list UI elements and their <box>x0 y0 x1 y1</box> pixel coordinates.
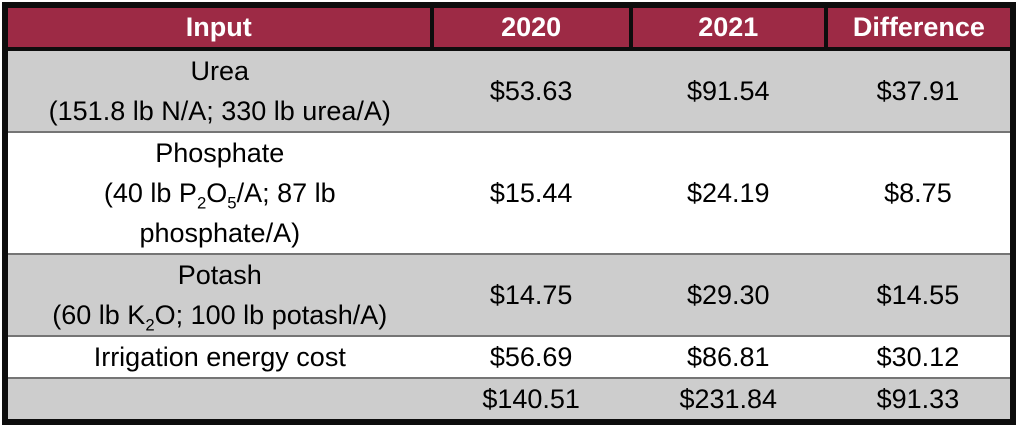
subscript: 2 <box>196 193 207 213</box>
value-cell: $37.91 <box>825 49 1013 132</box>
value-cell: $8.75 <box>825 131 1013 254</box>
input-line: (60 lb K2O; 100 lb potash/A) <box>52 300 388 335</box>
value-cell: $91.54 <box>630 49 826 132</box>
value-cell: $14.75 <box>431 253 631 336</box>
col-header-2021: 2021 <box>628 5 826 51</box>
value-cell: $29.30 <box>630 253 826 336</box>
input-line: (151.8 lb N/A; 330 lb urea/A) <box>48 96 391 126</box>
input-line: (40 lb P2O5/A; 87 lb <box>103 178 336 213</box>
input-cell <box>5 377 432 422</box>
input-cell: Phosphate (40 lb P2O5/A; 87 lb phosphate/A… <box>5 131 432 254</box>
input-line: phosphate/A) <box>139 218 301 248</box>
table-row: Irrigation energy cost $56.69 $86.81 $30.12 <box>5 335 1013 378</box>
value-cell: $86.81 <box>630 335 826 378</box>
input-line: Potash <box>177 260 262 290</box>
value-cell: $53.63 <box>431 49 631 132</box>
value-cell: $24.19 <box>630 131 826 254</box>
table-body: Urea (151.8 lb N/A; 330 lb urea/A) $53.63 $… <box>5 49 1013 422</box>
input-cell: Urea (151.8 lb N/A; 330 lb urea/A) <box>5 49 432 132</box>
header-row: Input 2020 2021 Difference <box>5 5 1013 51</box>
value-cell: $15.44 <box>431 131 631 254</box>
input-line: Phosphate <box>155 138 285 168</box>
table-row: Urea (151.8 lb N/A; 330 lb urea/A) $53.63 $… <box>5 49 1013 132</box>
input-line: Irrigation energy cost <box>93 342 346 372</box>
total-row: $140.51 $231.84 $91.33 <box>5 377 1013 422</box>
value-cell: $30.12 <box>825 335 1013 378</box>
input-cell: Potash (60 lb K2O; 100 lb potash/A) <box>5 253 432 336</box>
value-cell: $91.33 <box>825 377 1013 422</box>
input-cost-table: Input 2020 2021 Difference Urea (151.8 lb… <box>2 2 1016 425</box>
subscript: 5 <box>227 193 237 213</box>
input-cell: Irrigation energy cost <box>5 335 432 378</box>
col-header-input: Input <box>5 5 432 51</box>
table-row: Phosphate (40 lb P2O5/A; 87 lb phosphate/A… <box>5 131 1013 254</box>
value-cell: $140.51 <box>431 377 631 422</box>
input-line: Urea <box>190 56 250 86</box>
value-cell: $56.69 <box>431 335 631 378</box>
table-row: Potash (60 lb K2O; 100 lb potash/A) $14.75… <box>5 253 1013 336</box>
value-cell: $14.55 <box>825 253 1013 336</box>
col-header-2020: 2020 <box>429 5 631 51</box>
cost-comparison-table-wrap: Input 2020 2021 Difference Urea (151.8 lb… <box>2 2 1016 425</box>
value-cell: $231.84 <box>630 377 826 422</box>
col-header-difference: Difference <box>823 5 1013 51</box>
subscript: 2 <box>145 315 155 335</box>
